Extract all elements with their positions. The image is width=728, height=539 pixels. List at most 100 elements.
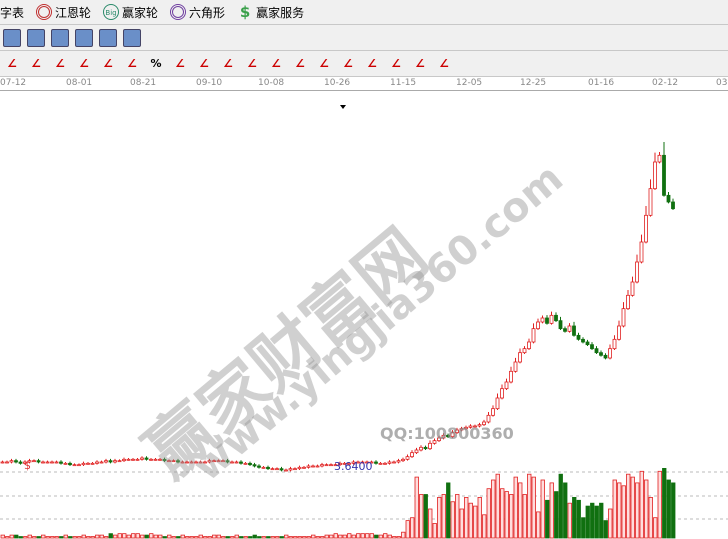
volume-bar <box>126 534 131 539</box>
volume-bar <box>99 534 104 539</box>
date-tick: 03 <box>716 78 728 88</box>
candle <box>509 370 513 383</box>
volume-bar <box>333 533 338 539</box>
menu-item-winner-service[interactable]: $ 赢家服务 <box>237 4 304 21</box>
volume-bar <box>441 494 446 539</box>
calculator-icon[interactable] <box>27 28 45 47</box>
volume-bar <box>477 496 482 539</box>
date-tick: 07-12 <box>0 78 27 88</box>
volume-bar <box>284 534 289 539</box>
volume-bar <box>342 534 347 539</box>
angle-icon[interactable]: ∠ <box>391 56 401 70</box>
volume-bar <box>261 536 266 539</box>
volume-bar <box>392 536 397 539</box>
candle <box>104 460 108 463</box>
menu-item-hexagon[interactable]: 六角形 <box>170 4 225 21</box>
volume-bar <box>567 502 572 539</box>
menu-item-table[interactable]: 字表 <box>0 5 25 20</box>
candle <box>374 461 378 464</box>
menu-item-gann-wheel[interactable]: 江恩轮 <box>36 4 91 21</box>
volume-bar <box>414 476 419 539</box>
volume-bar <box>288 536 293 539</box>
f-angle-icon[interactable]: ∠ <box>343 56 353 70</box>
volume-bar <box>450 501 455 539</box>
cursor-marker <box>340 105 346 109</box>
volume-bar <box>572 496 577 539</box>
candle <box>302 466 306 469</box>
candle <box>437 437 441 442</box>
date-axis: 07-12 08-01 08-21 09-10 10-08 10-26 11-15 12-05… <box>0 77 728 91</box>
candle <box>279 468 284 471</box>
print-icon[interactable] <box>123 28 141 47</box>
pen-icon[interactable]: ∠ <box>247 56 257 70</box>
candle <box>617 325 621 340</box>
volume-bar <box>518 482 523 539</box>
candle <box>203 461 207 464</box>
kline-chart[interactable] <box>0 91 728 539</box>
gold-icon[interactable]: ∠ <box>295 56 305 70</box>
candle <box>338 462 342 466</box>
candle <box>320 464 324 467</box>
candle <box>18 461 23 464</box>
gold-lines-icon[interactable]: ∠ <box>223 56 233 70</box>
volume-bar <box>41 534 46 539</box>
big-wheel-icon: Big <box>103 4 120 20</box>
report-icon[interactable] <box>51 28 69 47</box>
volume-bar <box>464 496 469 539</box>
gold-angle-icon[interactable]: ∠ <box>367 56 377 70</box>
save-icon[interactable] <box>75 28 93 47</box>
toolbar-1 <box>0 25 728 51</box>
volume-bar <box>135 533 140 539</box>
up-arrow-icon[interactable]: ∠ <box>7 56 17 70</box>
candle <box>599 352 603 356</box>
volume-bar <box>446 482 451 539</box>
volume-bar <box>369 533 374 539</box>
volume-bar <box>626 473 631 539</box>
watermark-qq: QQ:100800360 <box>380 424 514 443</box>
j-angle-icon[interactable]: ∠ <box>319 56 329 70</box>
network-icon[interactable] <box>99 28 117 47</box>
percent-button[interactable]: % <box>150 56 162 70</box>
volume-bar <box>90 536 95 539</box>
volume-bar <box>455 494 460 539</box>
menu-item-winner-wheel[interactable]: Big 赢家轮 <box>103 4 158 21</box>
percent-line-icon[interactable]: ∠ <box>127 56 137 70</box>
angle3-icon[interactable]: ∠ <box>439 56 449 70</box>
date-tick: 12-05 <box>456 78 483 88</box>
candle <box>315 465 320 468</box>
date-tick: 09-10 <box>196 78 223 88</box>
volume-bar <box>198 534 203 539</box>
candle <box>221 460 225 463</box>
volume-bar <box>311 534 316 539</box>
volume-bar <box>14 534 19 539</box>
candle <box>122 458 126 462</box>
volume-bar <box>140 534 145 539</box>
candle <box>185 461 189 464</box>
wave-icon[interactable]: ∠ <box>271 56 281 70</box>
volume-bar <box>77 536 82 539</box>
candle <box>518 352 522 363</box>
candle <box>536 321 540 330</box>
volume-bar <box>581 517 586 539</box>
volume-bar <box>329 534 334 539</box>
candle <box>99 461 104 464</box>
volume-bar <box>486 488 491 539</box>
candle <box>630 281 635 296</box>
volume-bar <box>144 534 149 539</box>
volume-bar <box>180 534 185 539</box>
fan-lines-icon[interactable]: ∠ <box>79 56 89 70</box>
volume-bar <box>585 505 590 539</box>
grid2-icon[interactable]: ∠ <box>55 56 65 70</box>
volume-bar <box>356 533 361 539</box>
volume-bar <box>86 536 91 539</box>
volume-bar <box>338 534 343 539</box>
grid-icon[interactable]: ∠ <box>31 56 41 70</box>
gold-circle-icon[interactable]: ∠ <box>199 56 209 70</box>
volume-bar <box>18 536 23 539</box>
percent-lines-icon[interactable]: ∠ <box>175 56 185 70</box>
volume-bar <box>162 536 167 539</box>
calendar-icon[interactable] <box>3 28 21 47</box>
volume-bar <box>635 482 640 539</box>
bars-icon[interactable]: ∠ <box>103 56 113 70</box>
angle2-icon[interactable]: ∠ <box>415 56 425 70</box>
